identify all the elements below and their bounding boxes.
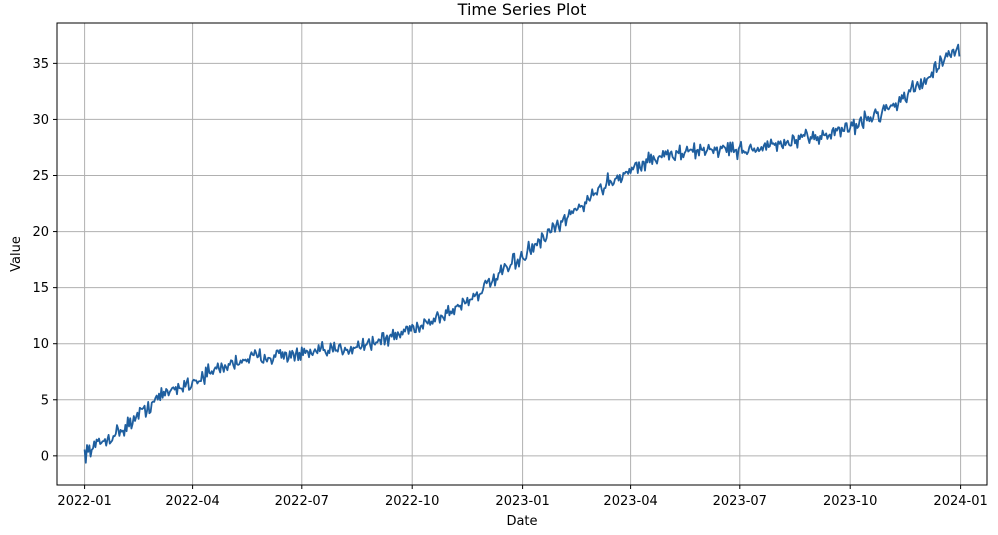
y-tick-label: 10 xyxy=(32,337,49,352)
series-line xyxy=(83,43,961,464)
y-tick-label: 25 xyxy=(32,169,49,184)
x-tick-label: 2022-07 xyxy=(275,494,329,509)
plot-area-frame xyxy=(56,22,988,486)
series-layer xyxy=(83,43,961,464)
y-tick-label: 0 xyxy=(41,449,49,464)
x-axis-tick-labels: 2022-01 2022-04 2022-07 2022-10 2023-01 2023-… xyxy=(57,494,987,509)
y-tick-label: 20 xyxy=(32,225,49,240)
y-tick-label: 30 xyxy=(32,113,49,128)
x-tick-label: 2022-10 xyxy=(385,494,439,509)
x-tick-label: 2023-01 xyxy=(495,494,549,509)
y-tick-label: 15 xyxy=(32,281,49,296)
x-tick-label: 2022-04 xyxy=(165,494,219,509)
y-tick-label: 5 xyxy=(41,393,49,408)
y-axis-tick-labels: 0 5 10 15 20 25 30 35 xyxy=(32,57,49,464)
x-tick-label: 2023-04 xyxy=(603,494,657,509)
chart-title: Time Series Plot xyxy=(457,0,587,19)
x-tick-label: 2023-07 xyxy=(713,494,767,509)
x-axis-title: Date xyxy=(506,514,537,529)
y-tick-label: 35 xyxy=(32,57,49,72)
x-tick-label: 2024-01 xyxy=(933,494,987,509)
grid-lines xyxy=(57,23,987,485)
x-tick-label: 2022-01 xyxy=(57,494,111,509)
y-axis-title: Value xyxy=(9,236,24,272)
x-tick-label: 2023-10 xyxy=(823,494,877,509)
axis-ticks xyxy=(53,62,962,489)
